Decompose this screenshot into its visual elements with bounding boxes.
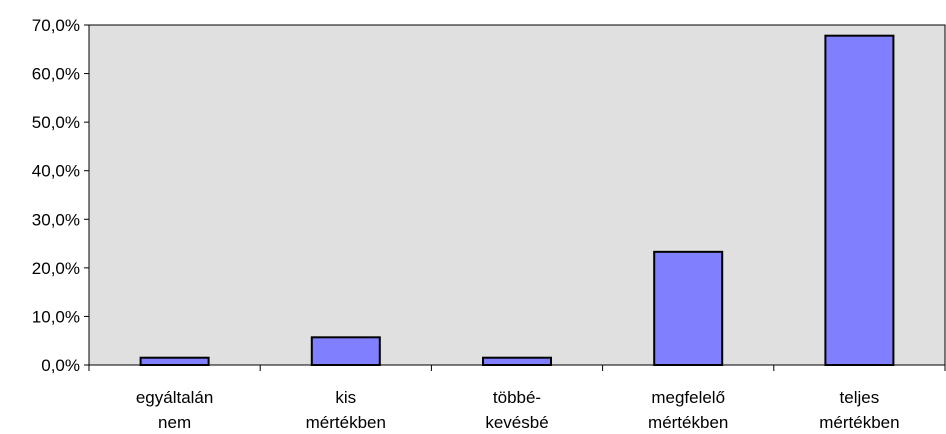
- bar: [482, 356, 552, 367]
- bars: [139, 34, 895, 367]
- y-axis: 0,0% 10,0% 20,0% 30,0% 40,0% 50,0% 60,0% 70,0%: [32, 16, 90, 375]
- y-tick-label: 30,0%: [32, 210, 80, 229]
- y-tick-label: 0,0%: [41, 356, 80, 375]
- x-category-label-line: mértékben: [306, 413, 386, 432]
- x-axis: egyáltalán nem kis mértékben többé-kevésbé me…: [88, 364, 946, 432]
- x-category-label-line: nem: [158, 413, 191, 432]
- plot-area: [88, 24, 946, 366]
- x-category-label-line: teljes: [840, 388, 880, 407]
- bar: [653, 250, 724, 366]
- x-category-label: egyáltalán nem: [136, 388, 214, 432]
- bar: [139, 356, 210, 367]
- x-category-label: teljes mértékben: [819, 388, 899, 432]
- x-category-label: megfelelő mértékben: [648, 388, 728, 432]
- x-category-label-line: többé-: [493, 388, 541, 407]
- y-tick-label: 60,0%: [32, 65, 80, 84]
- y-tick-label: 70,0%: [32, 16, 80, 35]
- x-category-label-line: mértékben: [819, 413, 899, 432]
- bar: [310, 336, 381, 367]
- x-category-label-line: mértékben: [648, 413, 728, 432]
- x-category-label-line: kis: [335, 388, 356, 407]
- x-category-label: többé-kevésbé: [485, 388, 548, 432]
- x-category-label-line: kevésbé: [485, 413, 548, 432]
- x-category-label-line: egyáltalán: [136, 388, 214, 407]
- y-tick-label: 50,0%: [32, 113, 80, 132]
- y-tick-label: 20,0%: [32, 259, 80, 278]
- x-category-label: kis mértékben: [306, 388, 386, 432]
- x-category-label-line: megfelelő: [651, 388, 725, 407]
- bar: [824, 34, 895, 367]
- y-tick-label: 10,0%: [32, 307, 80, 326]
- y-tick-label: 40,0%: [32, 162, 80, 181]
